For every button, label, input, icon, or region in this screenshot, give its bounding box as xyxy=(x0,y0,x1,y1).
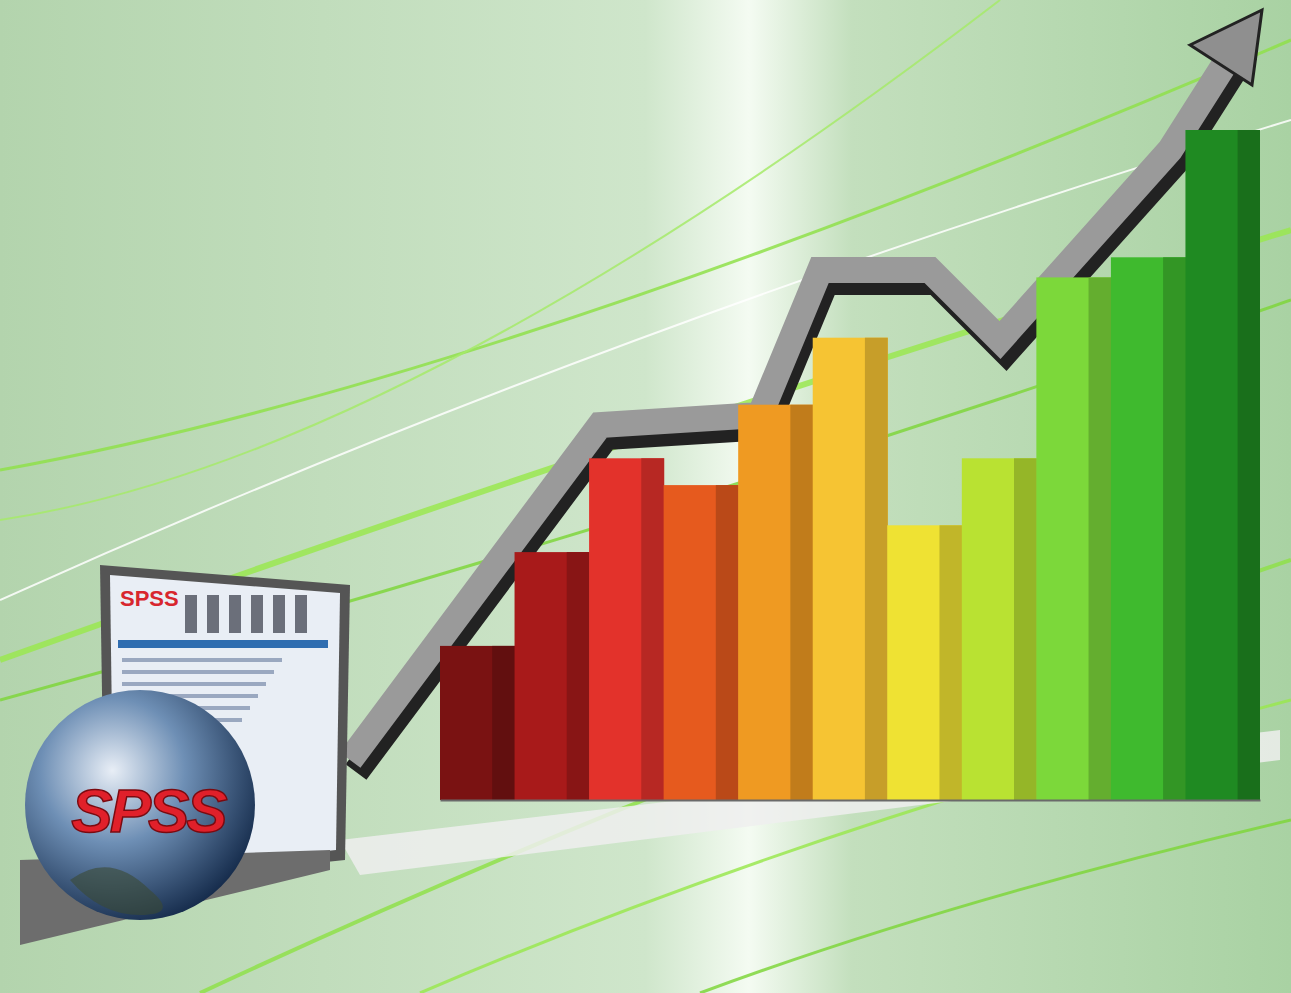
background xyxy=(0,0,1291,993)
globe xyxy=(25,690,255,920)
bar-side xyxy=(1089,277,1112,800)
bar-side xyxy=(939,525,962,800)
bar-side xyxy=(1014,458,1037,800)
bar xyxy=(813,338,888,800)
bar xyxy=(738,405,813,800)
bar xyxy=(589,458,664,800)
screen-text-line xyxy=(122,658,282,662)
bar xyxy=(1036,277,1111,800)
screen-text-line xyxy=(122,670,274,674)
decoration xyxy=(0,0,1291,993)
globe-logo: SPSS xyxy=(71,776,227,845)
laptop: SPSS xyxy=(20,565,350,945)
bar xyxy=(887,525,962,800)
bar xyxy=(1111,257,1186,800)
bar-side xyxy=(641,458,664,800)
bar xyxy=(440,646,515,800)
screen-figure xyxy=(229,595,241,633)
x-axis xyxy=(441,800,1261,802)
screen-figure xyxy=(251,595,263,633)
arrow-head xyxy=(1190,10,1262,85)
screen-bar xyxy=(118,640,328,648)
screen-figure xyxy=(273,595,285,633)
swoosh xyxy=(700,820,1291,993)
screen-figure xyxy=(185,595,197,633)
bar-side xyxy=(492,646,515,800)
bar-side xyxy=(790,405,813,800)
screen-figure xyxy=(207,595,219,633)
bar-side xyxy=(1238,130,1260,800)
bar-side xyxy=(865,338,888,800)
screen-figure xyxy=(295,595,307,633)
bar-side xyxy=(567,552,590,800)
bar xyxy=(664,485,739,800)
canvas: SPSS SPSS xyxy=(0,0,1291,993)
bar xyxy=(1185,130,1260,800)
axis-line xyxy=(441,800,1261,802)
bar xyxy=(515,552,590,800)
bar-side xyxy=(1163,257,1186,800)
bar xyxy=(962,458,1037,800)
screen-text-line xyxy=(122,682,266,686)
bar-side xyxy=(716,485,739,800)
globe-land xyxy=(70,867,163,915)
bars xyxy=(440,130,1260,800)
screen-logo: SPSS xyxy=(120,586,179,611)
